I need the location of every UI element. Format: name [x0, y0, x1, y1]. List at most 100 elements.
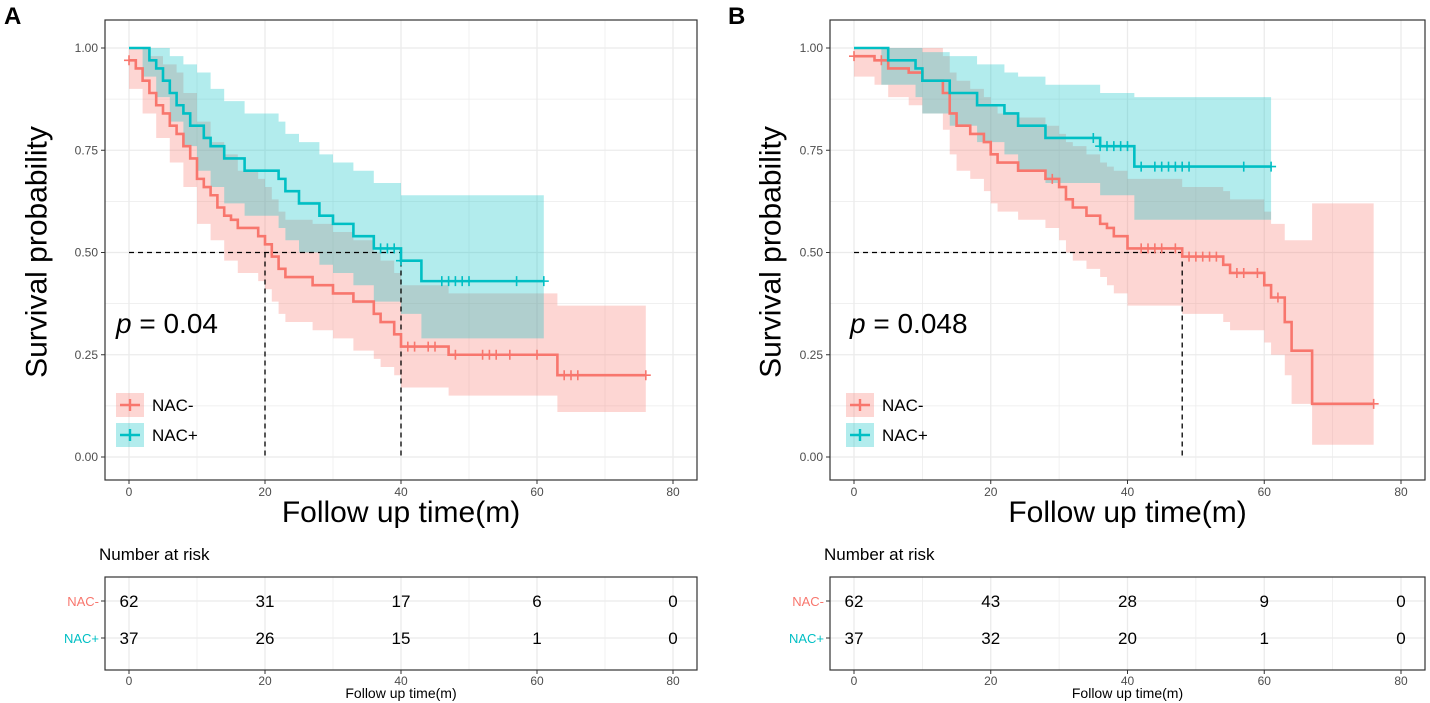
risk-x-tick-label: 0: [851, 674, 858, 688]
risk-row-label: NAC-: [67, 594, 99, 609]
x-tick-label: 20: [258, 485, 272, 499]
risk-x-tick-label: 0: [126, 674, 133, 688]
risk-count: 1: [1260, 629, 1269, 648]
censor-marks-nac-plus: [1088, 132, 1277, 172]
censor-mark: [430, 341, 440, 352]
risk-count: 37: [845, 629, 864, 648]
y-tick-label: 0.75: [800, 143, 824, 157]
legend-label: NAC-: [152, 396, 194, 415]
censor-mark: [1170, 243, 1181, 254]
censor-mark: [849, 51, 859, 62]
y-tick-label: 1.00: [75, 41, 99, 55]
risk-x-tick-label: 80: [666, 674, 680, 688]
censor-mark: [1266, 161, 1277, 172]
legend-key-nac-plus: [850, 429, 870, 441]
ci-band-nac-minus: [854, 48, 1374, 445]
risk-x-tick-label: 20: [984, 674, 998, 688]
censor-mark: [1047, 173, 1058, 184]
x-tick-label: 40: [394, 485, 408, 499]
censor-marks-nac-minus: [124, 55, 651, 381]
risk-x-tick-label: 40: [394, 674, 408, 688]
legend: NAC- NAC+: [846, 393, 928, 447]
risk-row-label: NAC-: [792, 594, 824, 609]
y-tick-label: 0.75: [75, 143, 99, 157]
y-tick-label: 0.25: [75, 348, 99, 362]
y-axis-title: Survival probability: [21, 126, 54, 378]
risk-count: 0: [1396, 592, 1405, 611]
ci-band-nac-plus: [129, 48, 544, 339]
censor-mark: [1211, 251, 1222, 262]
risk-count: 0: [668, 592, 677, 611]
panel-label: A: [4, 3, 21, 30]
chart-panel-b: B 0 20 40 60 80 0.00 0.25 0.50 0.75 1.00 Follow up …: [728, 3, 1426, 701]
legend-label: NAC+: [152, 426, 198, 445]
risk-count: 32: [981, 629, 1000, 648]
legend-key-nac-minus: [120, 399, 140, 411]
y-tick-label: 1.00: [800, 41, 824, 55]
risk-row-label: NAC+: [789, 631, 824, 646]
median-lines: [129, 251, 402, 457]
y-axis-title: Survival probability: [755, 126, 788, 378]
legend-key-nac-minus: [850, 399, 870, 411]
censor-mark: [396, 255, 406, 266]
risk-count: 62: [120, 592, 139, 611]
risk-count: 43: [981, 592, 1000, 611]
censor-mark: [1122, 141, 1133, 152]
survival-curve-nac-minus: [854, 54, 1374, 406]
censor-mark: [1088, 132, 1099, 143]
panel-label: B: [728, 3, 745, 30]
risk-count: 17: [392, 592, 411, 611]
censor-mark: [124, 55, 134, 66]
risk-x-axis-title: Follow up time(m): [345, 685, 456, 701]
risk-count: 37: [120, 629, 139, 648]
censor-mark: [409, 341, 420, 352]
ci-band-nac-minus: [129, 48, 646, 413]
y-tick-label: 0.50: [75, 246, 99, 260]
censor-mark: [1136, 161, 1147, 172]
legend-key-nac-plus: [120, 429, 140, 441]
risk-row-label: NAC+: [64, 631, 99, 646]
risk-count: 15: [392, 629, 411, 648]
censor-mark: [1368, 398, 1379, 409]
risk-count: 1: [532, 629, 541, 648]
risk-x-tick-label: 40: [1121, 674, 1135, 688]
y-tick-label: 0.50: [800, 246, 824, 260]
risk-count: 0: [1396, 629, 1405, 648]
censor-mark: [1184, 161, 1195, 172]
risk-count: 31: [256, 592, 275, 611]
p-value: p = 0.04: [115, 308, 218, 339]
x-tick-label: 80: [1394, 485, 1408, 499]
censor-mark: [572, 370, 583, 381]
x-axis-title: Follow up time(m): [282, 496, 520, 529]
risk-count: 20: [1118, 629, 1137, 648]
y-tick-label: 0.00: [75, 450, 99, 464]
legend-label: NAC-: [882, 396, 924, 415]
censor-marks-nac-minus: [849, 51, 1379, 409]
censor-mark: [389, 243, 400, 254]
x-tick-label: 0: [851, 485, 858, 499]
censor-mark: [532, 349, 542, 360]
censor-mark: [491, 349, 502, 360]
censor-mark: [1156, 243, 1167, 254]
censor-mark: [1272, 292, 1283, 303]
x-tick-label: 60: [530, 485, 544, 499]
censor-mark: [504, 349, 515, 360]
risk-count: 9: [1260, 592, 1269, 611]
chart-panel-a: A 0 20 40 60 80 0.00 0.25 0.50 0.75 1.00 Follow up …: [4, 3, 698, 701]
risk-table-title: Number at risk: [824, 545, 935, 564]
risk-x-tick-label: 20: [258, 674, 272, 688]
censor-mark: [1238, 267, 1249, 278]
risk-x-tick-label: 80: [1394, 674, 1408, 688]
x-tick-label: 0: [126, 485, 133, 499]
y-tick-label: 0.00: [800, 450, 824, 464]
censor-marks-nac-plus: [375, 243, 549, 287]
p-value: p = 0.048: [849, 308, 968, 339]
censor-mark: [450, 349, 461, 360]
censor-mark: [876, 55, 887, 66]
survival-curve-nac-plus: [129, 46, 544, 283]
risk-count: 26: [256, 629, 275, 648]
risk-x-tick-label: 60: [1258, 674, 1272, 688]
risk-count: 0: [668, 629, 677, 648]
x-tick-label: 40: [1121, 485, 1135, 499]
